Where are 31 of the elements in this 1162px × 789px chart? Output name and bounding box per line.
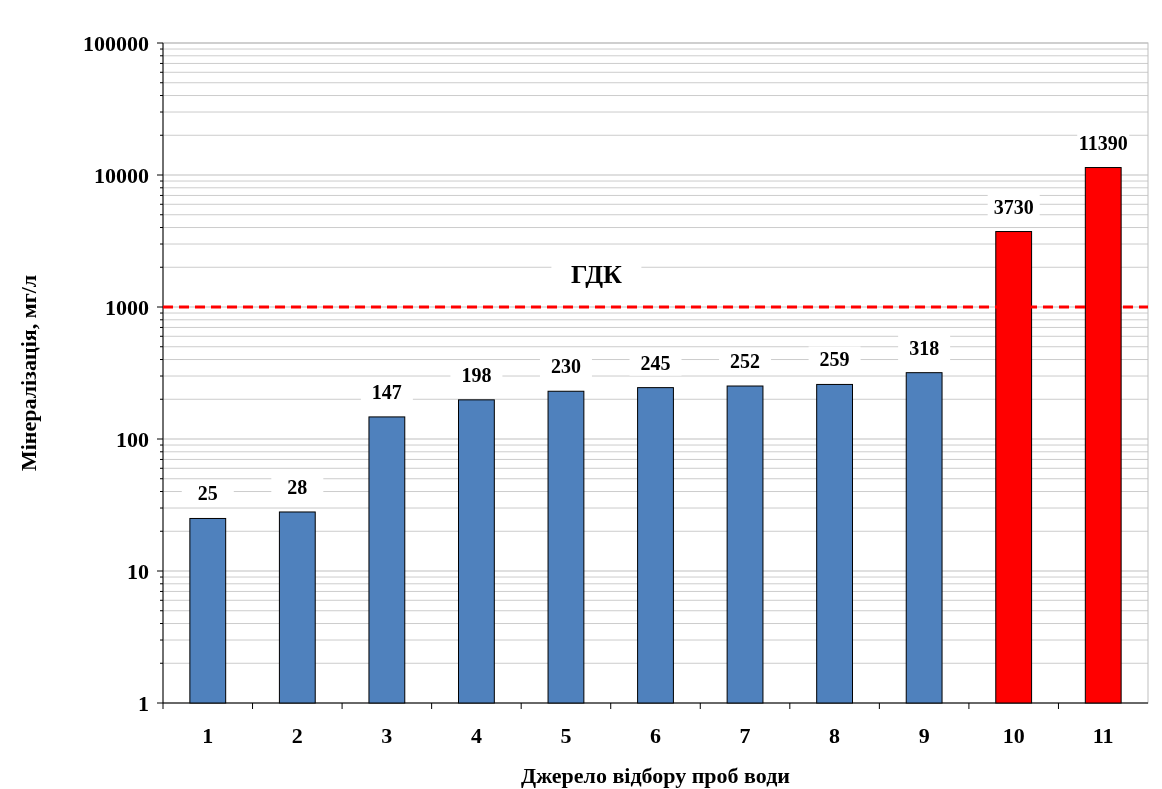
x-tick-label: 3 [381,723,393,748]
y-tick-label: 10 [127,558,149,584]
y-tick-label: 1000 [105,294,149,320]
x-tick-label: 5 [560,723,572,748]
data-label: 252 [730,350,761,373]
data-label: 3730 [993,195,1034,218]
data-label: 259 [819,348,850,371]
x-tick-label: 2 [291,723,303,748]
data-label: 147 [371,380,402,403]
data-label: 198 [461,363,492,386]
x-tick-label: 9 [918,723,930,748]
y-tick-label: 100 [116,426,149,452]
data-label: 11390 [1078,131,1128,154]
data-label: 318 [909,336,940,359]
data-label: 245 [640,351,671,374]
x-axis-title: Джерело відбору проб води [521,763,791,788]
ref-line-label: ГДК [570,260,623,289]
x-tick-label: 10 [1002,723,1025,748]
data-label: 230 [550,355,581,378]
x-tick-label: 7 [739,723,751,748]
y-tick-label: 10000 [94,162,149,188]
x-tick-label: 1 [202,723,214,748]
data-label: 25 [197,482,218,505]
x-tick-label: 8 [829,723,841,748]
y-tick-label: 100000 [83,30,149,56]
data-label: 28 [287,475,308,498]
y-axis-title: Мінералізація, мг/л [16,274,41,472]
x-tick-label: 6 [650,723,661,748]
y-tick-label: 1 [138,690,149,716]
x-tick-label: 11 [1092,723,1114,748]
x-tick-label: 4 [470,723,482,748]
